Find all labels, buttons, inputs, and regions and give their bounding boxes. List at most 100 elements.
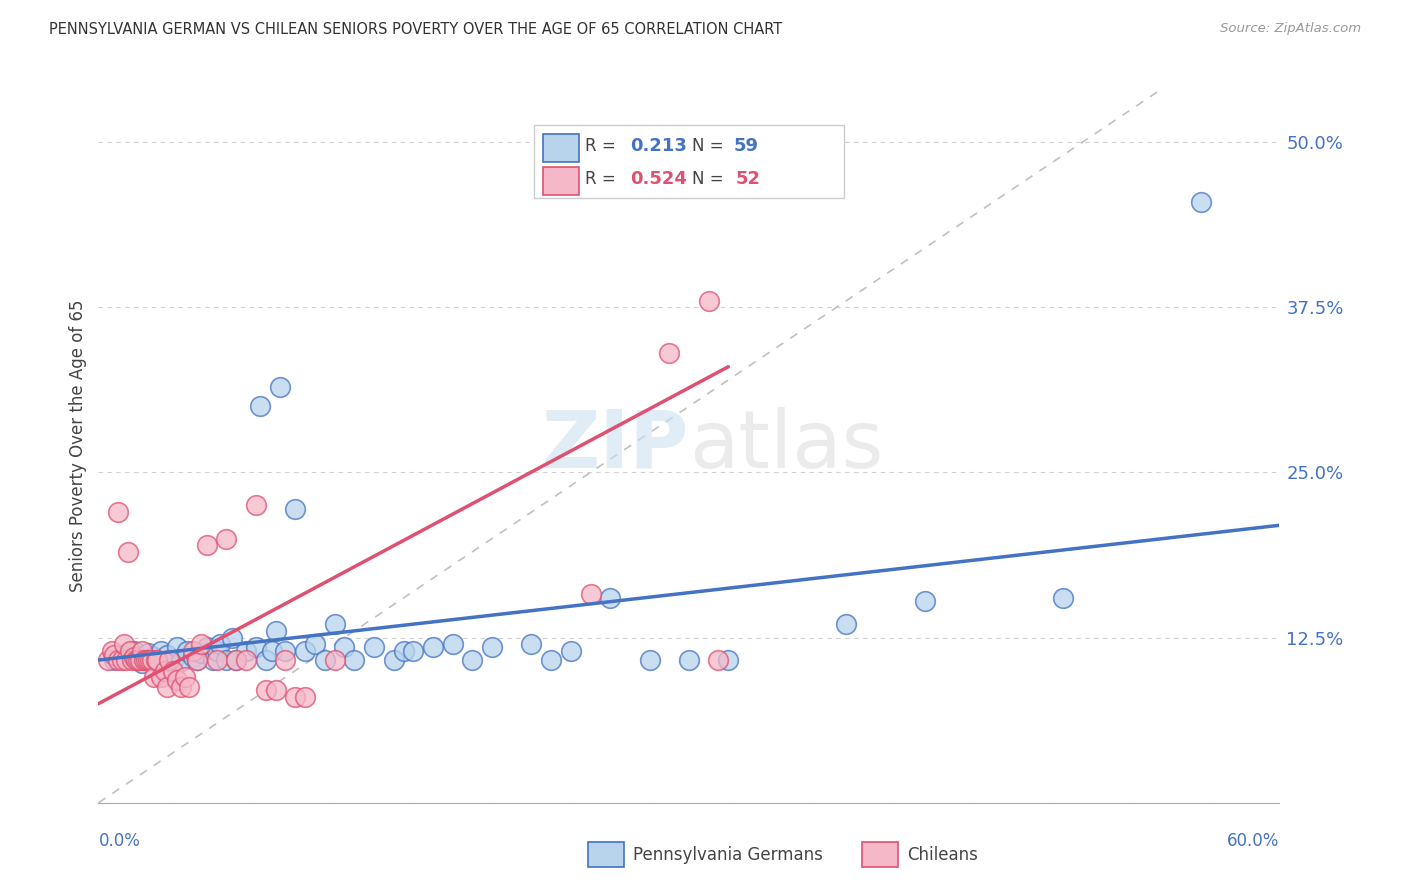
Point (579, 587, 602, 601)
Point (115, 653, 138, 667)
Point (658, 346, 681, 360)
Point (560, 644, 582, 658)
Text: Chileans: Chileans (907, 846, 977, 863)
Point (131, 644, 153, 658)
Point (186, 653, 208, 667)
Point (249, 400, 271, 414)
Point (392, 644, 415, 658)
Point (441, 637, 464, 651)
Point (264, 683, 287, 698)
Text: PENNSYLVANIA GERMAN VS CHILEAN SENIORS POVERTY OVER THE AGE OF 65 CORRELATION CH: PENNSYLVANIA GERMAN VS CHILEAN SENIORS P… (49, 22, 783, 37)
Point (221, 631, 243, 645)
Point (294, 644, 316, 658)
Point (127, 653, 149, 667)
Point (156, 648, 179, 662)
Point (166, 640, 188, 654)
Y-axis label: Seniors Poverty Over the Age of 65: Seniors Poverty Over the Age of 65 (69, 300, 87, 592)
Point (195, 538, 218, 552)
Point (284, 690, 307, 704)
Point (131, 656, 153, 670)
Text: 0.0%: 0.0% (98, 832, 141, 850)
Text: Pennsylvania Germans: Pennsylvania Germans (633, 846, 823, 863)
Text: 0.524: 0.524 (630, 170, 686, 188)
Point (101, 644, 124, 658)
Point (323, 653, 346, 667)
Text: ZIP: ZIP (541, 407, 689, 485)
Point (235, 644, 257, 658)
Point (461, 653, 484, 667)
Point (155, 664, 177, 678)
Point (697, 293, 720, 308)
Text: atlas: atlas (689, 407, 883, 485)
Point (284, 502, 307, 516)
Point (195, 640, 218, 654)
Point (122, 650, 145, 665)
Text: Source: ZipAtlas.com: Source: ZipAtlas.com (1220, 22, 1361, 36)
Point (170, 680, 193, 694)
Point (150, 670, 173, 684)
Point (146, 653, 169, 667)
Point (254, 683, 277, 698)
Point (127, 653, 149, 667)
Point (122, 644, 145, 658)
Point (638, 653, 661, 667)
Point (170, 654, 193, 668)
Point (145, 653, 167, 667)
Text: N =: N = (692, 137, 728, 155)
Point (914, 593, 936, 607)
Point (402, 644, 425, 658)
Point (181, 650, 204, 665)
Point (215, 653, 238, 667)
Point (274, 653, 297, 667)
Point (107, 653, 129, 667)
Point (304, 637, 326, 651)
Point (343, 653, 366, 667)
Point (117, 545, 139, 559)
Point (103, 653, 125, 667)
Point (118, 644, 141, 658)
Text: R =: R = (585, 137, 621, 155)
Point (215, 532, 238, 546)
Text: 60.0%: 60.0% (1227, 832, 1279, 850)
Point (103, 648, 125, 662)
Point (150, 644, 173, 658)
Point (146, 653, 169, 667)
Point (382, 653, 405, 667)
Point (274, 644, 297, 658)
Point (254, 653, 277, 667)
Point (481, 640, 503, 654)
Point (225, 653, 247, 667)
Point (136, 653, 159, 667)
Point (835, 617, 858, 632)
Point (162, 664, 184, 678)
Point (136, 647, 159, 661)
Point (156, 680, 179, 694)
Point (121, 653, 143, 667)
Point (190, 647, 212, 661)
Point (294, 690, 316, 704)
Point (1189, 194, 1212, 209)
Point (181, 644, 204, 658)
Point (97, 653, 120, 667)
Point (142, 650, 165, 665)
Point (225, 653, 247, 667)
Point (186, 653, 208, 667)
Point (162, 653, 184, 667)
Text: 59: 59 (734, 137, 759, 155)
Point (1052, 591, 1074, 605)
Point (107, 505, 129, 519)
Point (112, 637, 135, 651)
Point (422, 640, 444, 654)
Point (111, 648, 134, 662)
Point (157, 653, 180, 667)
Text: 0.213: 0.213 (630, 137, 686, 155)
Point (111, 653, 134, 667)
Point (174, 670, 197, 684)
Text: 52: 52 (735, 170, 761, 188)
Point (142, 670, 165, 684)
Point (264, 624, 287, 638)
Point (235, 653, 257, 667)
Point (201, 653, 224, 667)
Point (260, 644, 283, 658)
Point (132, 653, 155, 667)
